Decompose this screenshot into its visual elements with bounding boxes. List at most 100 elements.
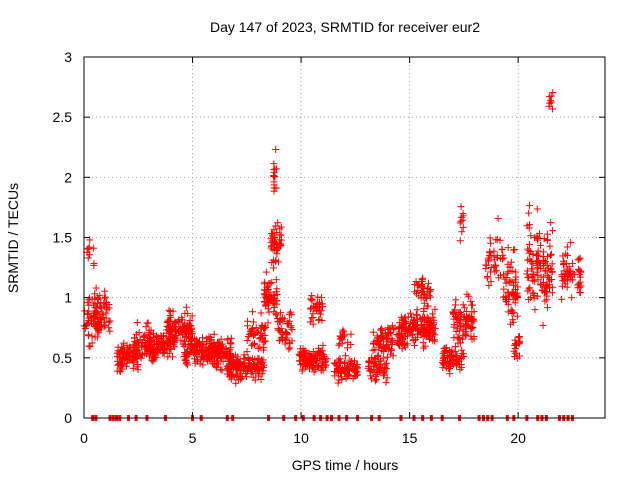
data-point xyxy=(315,315,323,323)
data-point xyxy=(533,268,541,276)
x-tick-label: 0 xyxy=(80,430,88,446)
data-point xyxy=(92,284,100,292)
data-point xyxy=(231,351,239,359)
data-point xyxy=(258,359,266,367)
chart-title: Day 147 of 2023, SRMTID for receiver eur… xyxy=(210,19,480,35)
data-point xyxy=(376,357,384,365)
data-point xyxy=(273,165,281,173)
data-point xyxy=(340,332,348,340)
data-point xyxy=(308,295,316,303)
data-point xyxy=(102,309,110,317)
data-point xyxy=(534,292,542,300)
data-point xyxy=(403,332,411,340)
data-point xyxy=(576,289,584,297)
data-point xyxy=(144,319,152,327)
data-point xyxy=(240,355,248,363)
data-point xyxy=(418,289,426,297)
data-point xyxy=(85,243,93,251)
data-point xyxy=(543,296,551,304)
data-point xyxy=(420,332,428,340)
data-point xyxy=(533,205,541,213)
data-point xyxy=(515,333,523,341)
data-point xyxy=(450,323,458,331)
data-point xyxy=(534,234,542,242)
data-point xyxy=(164,338,172,346)
data-point xyxy=(492,266,500,274)
data-point xyxy=(567,238,575,246)
data-point xyxy=(160,345,168,353)
data-point xyxy=(238,374,246,382)
data-point xyxy=(172,319,180,327)
data-point xyxy=(219,348,227,356)
data-point xyxy=(456,237,464,245)
data-point xyxy=(537,280,545,288)
data-point xyxy=(335,356,343,364)
data-point xyxy=(524,287,532,295)
data-point xyxy=(368,353,376,361)
data-point xyxy=(261,337,269,345)
data-point xyxy=(101,322,109,330)
data-point xyxy=(143,344,151,352)
data-point xyxy=(378,327,386,335)
data-point xyxy=(543,281,551,289)
data-point xyxy=(217,353,225,361)
data-point xyxy=(373,362,381,370)
data-point xyxy=(367,372,375,380)
data-point xyxy=(226,360,234,368)
data-point xyxy=(511,336,519,344)
data-point xyxy=(310,362,318,370)
data-point xyxy=(371,377,379,385)
data-point xyxy=(213,348,221,356)
data-point xyxy=(531,306,539,314)
data-point xyxy=(255,370,263,378)
data-point xyxy=(227,375,235,383)
data-point xyxy=(563,243,571,251)
data-point xyxy=(88,332,96,340)
data-point xyxy=(183,350,191,358)
data-point xyxy=(86,343,94,351)
data-point xyxy=(269,230,277,238)
data-point xyxy=(167,313,175,321)
data-point xyxy=(270,181,278,189)
data-point xyxy=(300,353,308,361)
data-point xyxy=(257,376,265,384)
data-point xyxy=(182,303,190,311)
data-point xyxy=(176,327,184,335)
data-point xyxy=(543,236,551,244)
data-point xyxy=(254,345,262,353)
data-point xyxy=(426,324,434,332)
data-point xyxy=(307,358,315,366)
data-point xyxy=(373,369,381,377)
data-point xyxy=(277,324,285,332)
data-point xyxy=(508,267,516,275)
data-point xyxy=(426,293,434,301)
data-point xyxy=(187,340,195,348)
data-point xyxy=(233,371,241,379)
data-point xyxy=(249,373,257,381)
data-point xyxy=(351,357,359,365)
data-point xyxy=(277,309,285,317)
data-point xyxy=(459,335,467,343)
data-point xyxy=(500,293,508,301)
data-point xyxy=(494,214,502,222)
data-point xyxy=(264,286,272,294)
data-point xyxy=(177,336,185,344)
data-point xyxy=(456,317,464,325)
data-point xyxy=(348,357,356,365)
data-point xyxy=(83,248,91,256)
data-point xyxy=(172,319,180,327)
data-point xyxy=(151,353,159,361)
data-point xyxy=(145,326,153,334)
data-point xyxy=(544,304,552,312)
data-point xyxy=(439,364,447,372)
data-point xyxy=(259,346,267,354)
data-point xyxy=(251,330,259,338)
data-point xyxy=(100,294,108,302)
data-point xyxy=(510,281,518,289)
data-point xyxy=(120,355,128,363)
data-point xyxy=(272,310,280,318)
data-point xyxy=(546,242,554,250)
y-tick-label: 3 xyxy=(64,49,72,65)
data-point xyxy=(251,356,259,364)
data-point xyxy=(215,339,223,347)
